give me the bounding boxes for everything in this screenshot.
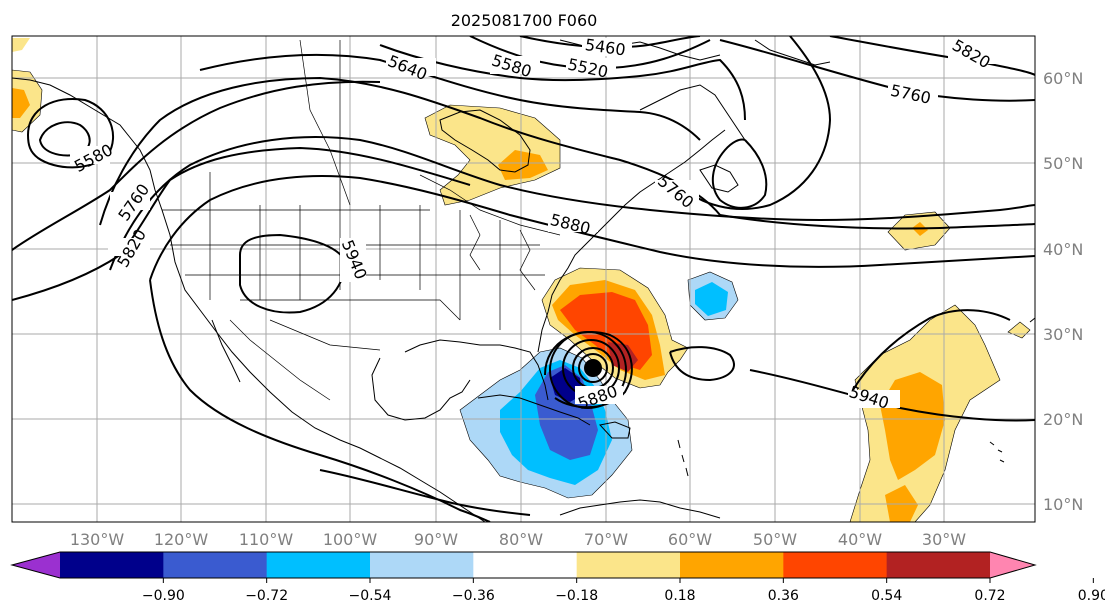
graticule: [12, 36, 1035, 522]
contour-5820-a: [109, 136, 1035, 271]
colorbar-segment: [783, 552, 888, 578]
colorbar-segment: [473, 552, 578, 578]
colorbar-tick-label: −0.18: [555, 588, 598, 604]
shade-canada-light: [424, 104, 561, 206]
shade-alaska-orange: [12, 88, 30, 118]
colorbar-tick-label: 0.90: [1078, 588, 1105, 604]
colorbar-segment: [576, 552, 681, 578]
latitude-labels: 60°N 50°N 40°N 30°N 20°N 10°N: [1043, 69, 1083, 514]
colorbar-tick-label: 0.18: [664, 588, 695, 604]
contour-low-gradient: [149, 279, 491, 522]
lon-tick: 110°W: [239, 530, 294, 549]
longitude-labels: 130°W 120°W 110°W 100°W 90°W 80°W 70°W 6…: [70, 530, 966, 549]
colorbar-extend-low: [12, 552, 60, 578]
lon-tick: 100°W: [323, 530, 378, 549]
colorbar-segment: [886, 552, 991, 578]
colorbar-segment: [680, 552, 784, 578]
lon-tick: 50°W: [753, 530, 797, 549]
colorbar-tick-label: 0.72: [974, 588, 1005, 604]
shade-blob-blue: [695, 282, 728, 316]
contour-label: 5460: [584, 35, 627, 59]
colorbar-segment: [163, 552, 268, 578]
lat-tick: 20°N: [1043, 410, 1083, 429]
lon-tick: 60°W: [668, 530, 712, 549]
colorbar-tick-label: −0.90: [142, 588, 185, 604]
contour-outer-west: [12, 146, 471, 301]
colorbar-outline: [10, 551, 1037, 579]
lat-tick: 40°N: [1043, 240, 1083, 259]
colorbar: −0.90 −0.72 −0.54 −0.36 −0.18 0.18 0.36 0.54 0.7…: [10, 551, 1105, 604]
colorbar-segment: [370, 552, 474, 578]
contour-subtropical: [669, 346, 735, 382]
colorbar-tick-label: 0.54: [871, 588, 902, 604]
tc-ring-1: [584, 359, 602, 377]
colorbar-segment: [60, 552, 164, 578]
colorbar-tick-label: −0.72: [245, 588, 288, 604]
contour-ne-high: [679, 36, 832, 210]
lon-tick: 120°W: [154, 530, 209, 549]
lon-tick: 80°W: [499, 530, 543, 549]
lon-tick: 90°W: [414, 530, 458, 549]
lat-tick: 50°N: [1043, 154, 1083, 173]
tc-ring-2: [578, 353, 608, 383]
colorbar-tick-label: −0.36: [452, 588, 495, 604]
lon-tick: 130°W: [70, 530, 125, 549]
contour-mid-atlantic: [719, 214, 1035, 230]
contour-5580-north: [379, 44, 746, 121]
lat-tick: 60°N: [1043, 69, 1083, 88]
shade-alaska-top: [12, 38, 30, 52]
shade-canada-orange: [498, 150, 548, 180]
contour-5640: [199, 53, 701, 141]
lon-tick: 30°W: [922, 530, 966, 549]
contour-5940-e2: [849, 309, 1011, 396]
colorbar-extend-high: [990, 552, 1035, 578]
height-contours: [12, 36, 1035, 522]
contour-5760-a: [99, 76, 721, 226]
colorbar-segments: [12, 552, 1035, 578]
lon-tick: 40°W: [838, 530, 882, 549]
colorbar-segment: [266, 552, 371, 578]
contour-low-alaska-1: [38, 121, 91, 157]
contour-5880: [149, 175, 1035, 281]
map-frame: [11, 35, 1036, 523]
contour-tropics-south: [319, 469, 531, 516]
lon-tick: 70°W: [584, 530, 628, 549]
colorbar-tick-label: 0.36: [768, 588, 799, 604]
lat-tick: 30°N: [1043, 325, 1083, 344]
lat-tick: 10°N: [1043, 495, 1083, 514]
tc-ring-6: [544, 330, 633, 409]
shaded-anomaly-field: [12, 38, 1031, 522]
contour-upper-west: [12, 80, 381, 251]
contour-atlantic-low: [711, 138, 768, 209]
coastlines: [12, 39, 1035, 522]
colorbar-tick-label: −0.54: [349, 588, 392, 604]
map-panel: 5460 5520 5580 5640 5580 5760 5820 5820 …: [11, 35, 1036, 523]
map-title: 2025081700 F060: [451, 11, 598, 30]
colorbar-ticks: −0.90 −0.72 −0.54 −0.36 −0.18 0.18 0.36 0.54 0.7…: [142, 578, 1105, 604]
